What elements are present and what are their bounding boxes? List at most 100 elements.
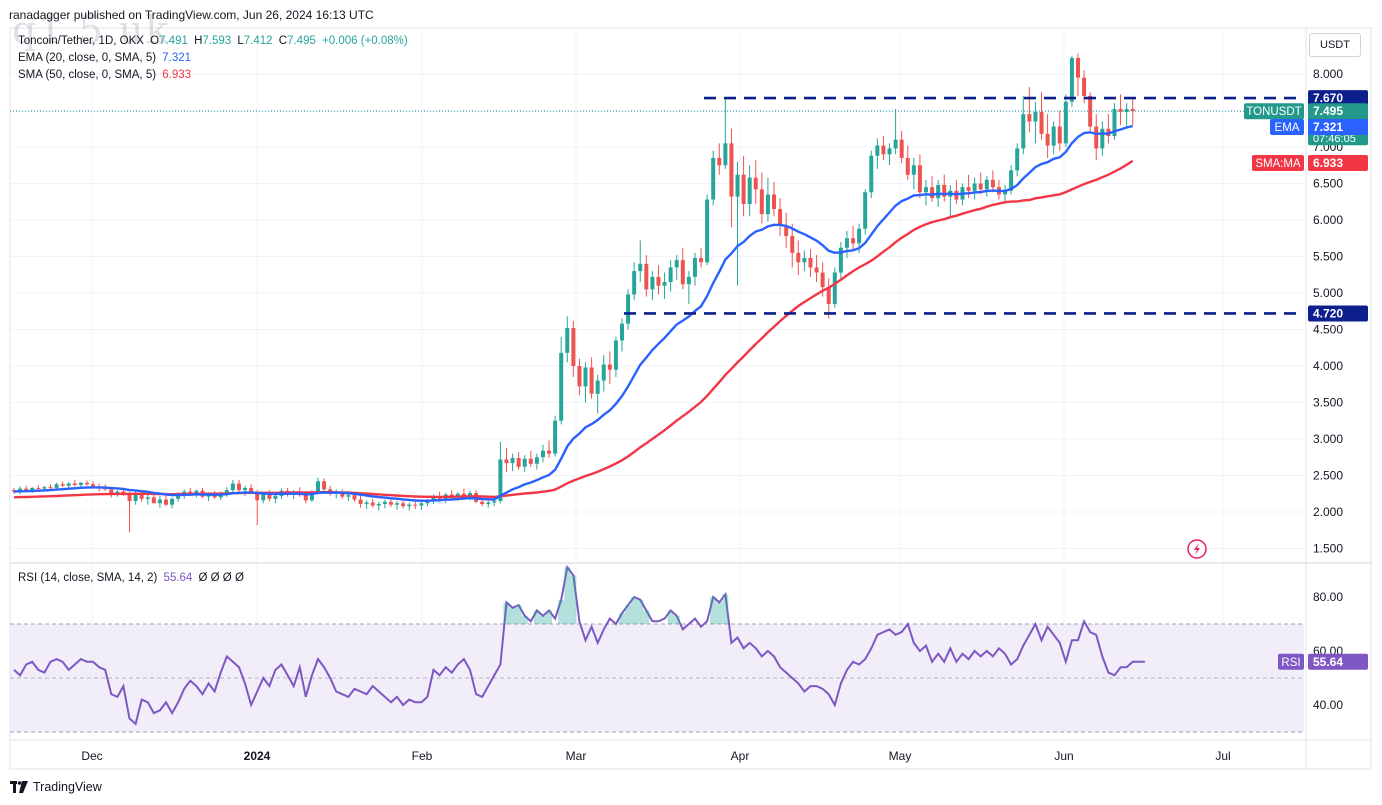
lightning-icon[interactable] — [1187, 539, 1207, 559]
candle-body — [534, 457, 539, 464]
candle-body — [401, 503, 406, 507]
candle-body — [127, 493, 132, 502]
time-tick-label: Dec — [81, 749, 102, 763]
candle-body — [930, 187, 935, 199]
candle-body — [115, 491, 120, 494]
candle-body — [255, 492, 260, 501]
tradingview-icon — [10, 781, 28, 793]
candle-body — [194, 490, 199, 494]
candle-body — [1015, 148, 1020, 171]
candle-body — [674, 260, 679, 268]
close-value: 7.495 — [287, 35, 316, 47]
time-tick-label: 2024 — [244, 749, 271, 763]
candle-body — [613, 340, 618, 370]
candle-body — [905, 157, 910, 175]
candle-body — [388, 501, 393, 505]
rsi-tick-label: 40.00 — [1313, 698, 1343, 712]
candle-body — [723, 143, 728, 166]
candle-body — [814, 267, 819, 273]
candle-body — [790, 236, 795, 253]
candle-body — [30, 487, 35, 491]
candle-body — [133, 493, 138, 502]
candle-body — [595, 380, 600, 394]
sma-legend-label[interactable]: SMA (50, close, 0, SMA, 5) — [18, 69, 157, 81]
candle-body — [978, 183, 983, 190]
candle-body — [352, 495, 357, 500]
currency-button[interactable]: USDT — [1309, 33, 1361, 57]
candle-body — [735, 174, 740, 197]
candle-body — [431, 496, 436, 502]
candle-body — [224, 490, 229, 494]
candle-body — [498, 459, 503, 502]
candle-body — [547, 450, 552, 454]
candle-body — [151, 497, 156, 504]
candle-body — [382, 501, 387, 504]
candle-body — [66, 483, 71, 486]
candle-body — [486, 502, 491, 504]
ema-label-tag-text: EMA — [1275, 122, 1300, 134]
candle-body — [601, 364, 606, 381]
candle-body — [705, 199, 710, 263]
candle-body — [54, 484, 59, 488]
candle-body — [692, 257, 697, 277]
candle-body — [887, 148, 892, 155]
rsi-legend-extra: Ø Ø Ø Ø — [198, 572, 244, 584]
price-tick-label: 3.500 — [1313, 396, 1343, 410]
candle-body — [644, 263, 649, 290]
price-tick-label: 1.500 — [1313, 542, 1343, 556]
sma-label-tag-bg — [1252, 154, 1304, 171]
grid-lines — [10, 28, 1304, 740]
candle-body — [364, 502, 369, 504]
price-tick-label: 5.500 — [1313, 250, 1343, 264]
candle-body — [109, 489, 114, 494]
candle-body — [875, 145, 880, 156]
candle-body — [78, 482, 83, 485]
candle-body — [1027, 114, 1032, 122]
brand-label: TradingView — [33, 780, 102, 794]
candle-body — [1100, 128, 1105, 149]
ema-legend-label[interactable]: EMA (20, close, 0, SMA, 5) — [18, 52, 157, 64]
tradingview-logo[interactable]: TradingView — [10, 780, 102, 794]
candle-body — [741, 174, 746, 204]
candle-body — [686, 276, 691, 285]
lightning-icon-ring — [1187, 539, 1207, 559]
rsi-label-tag: RSI — [1278, 653, 1304, 670]
candle-body — [261, 494, 266, 501]
candle-body — [729, 143, 734, 197]
symbol-legend: Toncoin/Tether, 1D, OKX O7.491 H7.593 L7… — [18, 35, 408, 47]
candle-body — [778, 209, 783, 226]
rsi-value-tag-bg — [1308, 653, 1368, 670]
ema-label-tag-bg — [1270, 118, 1304, 135]
candle-body — [480, 501, 485, 504]
change-value: +0.006 (+0.08%) — [322, 35, 408, 47]
ema-line — [13, 124, 1133, 503]
candle-body — [376, 503, 381, 506]
candle-body — [358, 499, 363, 504]
candle-body — [145, 497, 150, 499]
candle-body — [249, 487, 254, 493]
candle-body — [188, 491, 193, 494]
candle-body — [753, 177, 758, 190]
sma-value-tag: 6.933 — [1308, 154, 1368, 171]
candle-body — [662, 282, 667, 286]
rsi-legend-label[interactable]: RSI (14, close, SMA, 14, 2) — [18, 572, 158, 584]
candle-body — [808, 257, 813, 268]
sma-label-tag-text: SMA:MA — [1255, 158, 1301, 170]
candle-body — [917, 165, 922, 193]
candle-body — [425, 501, 430, 504]
candle-body — [844, 238, 849, 248]
candle-body — [322, 481, 327, 490]
candle-body — [170, 498, 175, 505]
candle-body — [510, 457, 515, 464]
lightning-icon-bolt — [1194, 543, 1200, 555]
time-tick-label: Jul — [1215, 749, 1230, 763]
candle-body — [838, 247, 843, 273]
candle-body — [42, 487, 47, 489]
time-axis: Dec 2024 Feb Mar Apr May Jun Jul — [81, 749, 1230, 763]
candle-body — [139, 493, 144, 499]
price-tick-label: 4.500 — [1313, 323, 1343, 337]
symbol-name[interactable]: Toncoin/Tether, 1D, OKX — [18, 35, 144, 47]
rsi-label-tag-text: RSI — [1281, 657, 1300, 669]
